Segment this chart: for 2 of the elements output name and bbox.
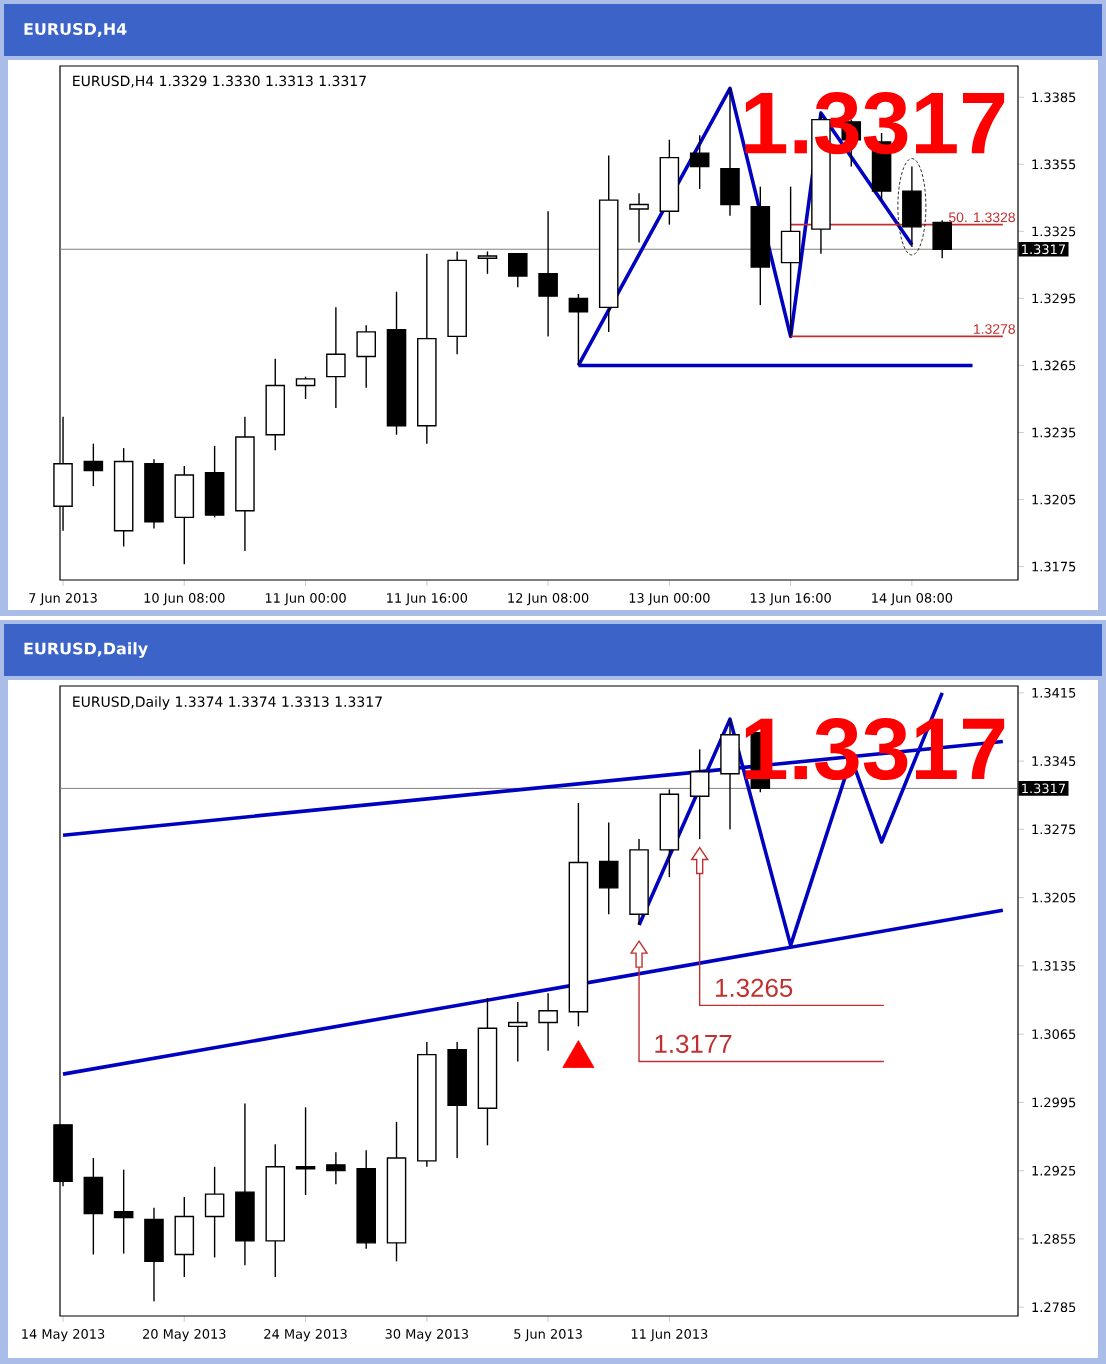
annotation: 1.3265 — [716, 978, 793, 997]
annotation: 1.3177 — [655, 1034, 732, 1054]
